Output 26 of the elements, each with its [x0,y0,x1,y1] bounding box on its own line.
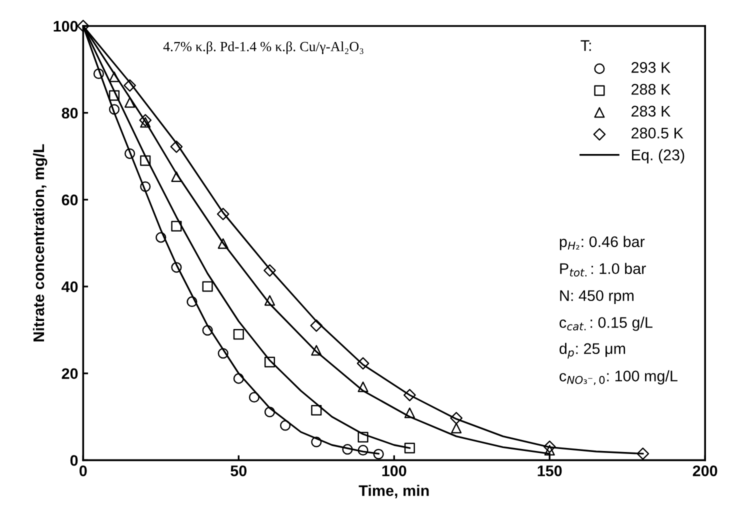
x-tick-label: 100 [382,465,406,476]
y-tick-label: 0 [70,455,78,466]
x-tick-label: 150 [538,465,562,476]
annotation: c$_{cat.}$: 0.15 g/L [560,316,652,331]
annotation: P$_{tot.}$: 1.0 bar [560,262,646,277]
legend-label: 293 K [632,62,671,73]
annotation: N: 450 rpm [560,290,634,304]
annotation: c$_{NO₃⁻,0}$: 100 mg/L [560,370,678,386]
x-axis-title: Time, min [358,484,429,498]
y-tick-label: 80 [62,108,78,119]
annotation: 4.7% κ.β. Pd-1.4 % κ.β. Cu/γ-Al₂O₃ [163,41,364,54]
legend-label: 280.5 K [632,128,684,138]
legend-label: 283 K [632,106,671,117]
legend-label: 288 K [632,84,671,95]
y-tick-label: 100 [54,20,78,32]
legend-title: T: [580,40,591,51]
annotation: d$_{p}$: 25 μm [560,342,626,359]
y-tick-label: 20 [62,368,78,380]
x-tick-label: 0 [80,465,87,476]
annotation: p$_{H₂}$: 0.46 bar [560,236,645,250]
x-tick-label: 200 [692,465,718,476]
y-axis-title: Nitrate concentration, mg/L [32,144,48,342]
y-tick-label: 60 [62,194,78,206]
y-tick-label: 40 [62,281,78,292]
x-tick-label: 50 [230,465,247,476]
legend-label: Eq. (23) [632,149,684,164]
